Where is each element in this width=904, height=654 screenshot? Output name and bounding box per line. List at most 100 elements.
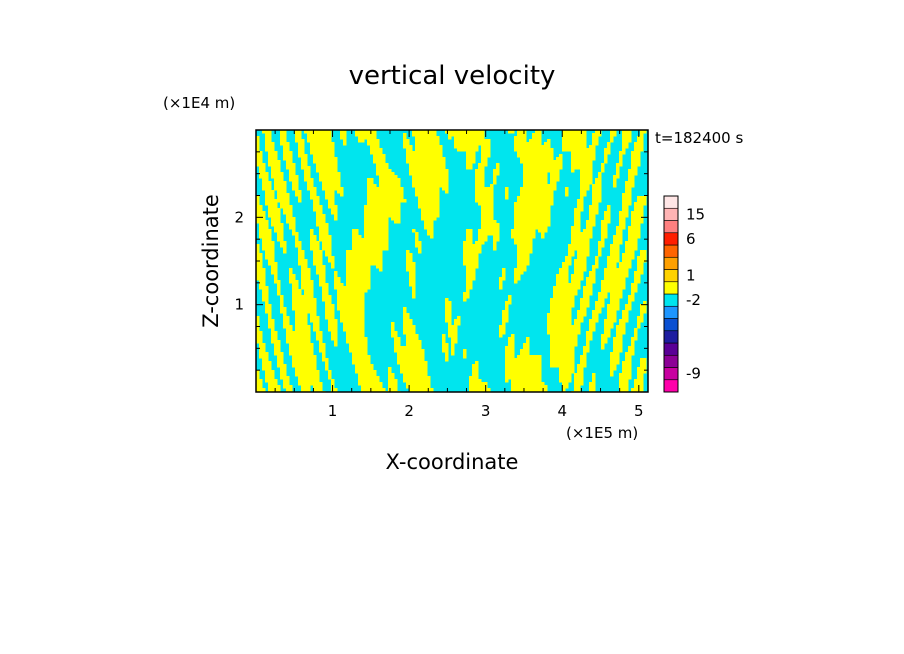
field-cell xyxy=(322,241,332,245)
field-cell xyxy=(331,262,335,266)
field-cell xyxy=(319,235,332,239)
field-cell xyxy=(334,343,338,347)
field-cell xyxy=(610,373,614,377)
field-cell xyxy=(610,247,620,251)
field-cell xyxy=(310,142,335,146)
field-cell xyxy=(292,355,317,359)
field-cell xyxy=(352,355,371,359)
field-cell xyxy=(601,235,608,239)
field-cell xyxy=(559,373,572,377)
field-cell xyxy=(367,139,380,143)
field-cell xyxy=(328,376,332,380)
field-cell xyxy=(463,262,479,266)
field-cell xyxy=(415,232,419,236)
field-cell xyxy=(517,130,527,134)
field-cell xyxy=(445,319,452,323)
field-cell xyxy=(562,265,569,269)
field-cell xyxy=(505,367,542,371)
field-cell xyxy=(283,211,293,215)
field-cell xyxy=(637,373,644,377)
field-cell xyxy=(472,370,479,374)
field-cell xyxy=(607,145,611,149)
field-cell xyxy=(592,202,599,206)
field-cell xyxy=(364,205,401,209)
field-cell xyxy=(607,262,617,266)
field-cell xyxy=(574,388,581,392)
field-cell xyxy=(406,160,446,164)
field-cell xyxy=(313,253,323,257)
field-cell xyxy=(634,277,641,281)
field-cell xyxy=(337,295,365,299)
field-cell xyxy=(283,379,290,383)
field-cell xyxy=(559,376,572,380)
field-cell xyxy=(586,334,593,338)
field-cell xyxy=(403,145,413,149)
field-cell xyxy=(412,175,449,179)
field-cell xyxy=(499,334,503,338)
field-cell xyxy=(637,370,647,374)
field-cell xyxy=(565,259,572,263)
field-cell xyxy=(325,313,335,317)
field-cell xyxy=(352,229,359,233)
field-cell xyxy=(307,184,314,188)
field-cell xyxy=(604,217,611,221)
x-tick-label: 3 xyxy=(481,402,491,420)
field-cell xyxy=(454,136,485,140)
field-cell xyxy=(310,241,320,245)
field-cell xyxy=(517,259,530,263)
field-cell xyxy=(547,328,581,332)
field-cell xyxy=(631,337,638,341)
field-cell xyxy=(277,355,284,359)
field-cell xyxy=(361,385,383,389)
field-cell xyxy=(601,229,608,233)
field-cell xyxy=(466,232,473,236)
field-cell xyxy=(598,244,605,248)
field-cell xyxy=(517,262,530,266)
field-cell xyxy=(274,229,284,233)
field-cell xyxy=(268,151,278,155)
field-cell xyxy=(631,163,641,167)
field-cell xyxy=(475,361,479,365)
field-cell xyxy=(550,181,557,185)
field-cell xyxy=(511,382,545,386)
field-cell xyxy=(622,256,635,260)
field-cell xyxy=(502,322,506,326)
field-cell xyxy=(628,298,635,302)
field-cell xyxy=(571,157,596,161)
field-cell xyxy=(610,298,620,302)
field-cell xyxy=(616,334,623,338)
field-cell xyxy=(604,148,611,152)
field-cell xyxy=(361,388,386,392)
field-cell xyxy=(352,358,371,362)
field-cell xyxy=(445,352,449,356)
field-cell xyxy=(478,163,488,167)
field-cell xyxy=(589,319,599,323)
field-cell xyxy=(559,370,575,374)
field-cell xyxy=(592,136,599,140)
field-cell xyxy=(571,238,590,242)
field-cell xyxy=(505,373,542,377)
field-cell xyxy=(265,379,278,383)
field-cell xyxy=(454,322,461,326)
field-cell xyxy=(463,253,479,257)
field-cell xyxy=(631,286,638,290)
field-cell xyxy=(283,247,287,251)
field-cell xyxy=(514,238,533,242)
field-cell xyxy=(466,277,476,281)
field-cell xyxy=(637,265,644,269)
field-cell xyxy=(403,319,413,323)
field-cell xyxy=(289,271,293,275)
field-cell xyxy=(544,142,551,146)
field-cell xyxy=(346,331,365,335)
field-cell xyxy=(256,379,263,383)
field-cell xyxy=(634,148,644,152)
field-cell xyxy=(358,136,377,140)
field-cell xyxy=(625,250,635,254)
field-cell xyxy=(589,328,596,332)
field-cell xyxy=(565,190,569,194)
field-cell xyxy=(295,322,308,326)
field-cell xyxy=(481,154,491,158)
field-cell xyxy=(505,352,515,356)
field-cell xyxy=(472,367,479,371)
field-cell xyxy=(352,235,362,239)
